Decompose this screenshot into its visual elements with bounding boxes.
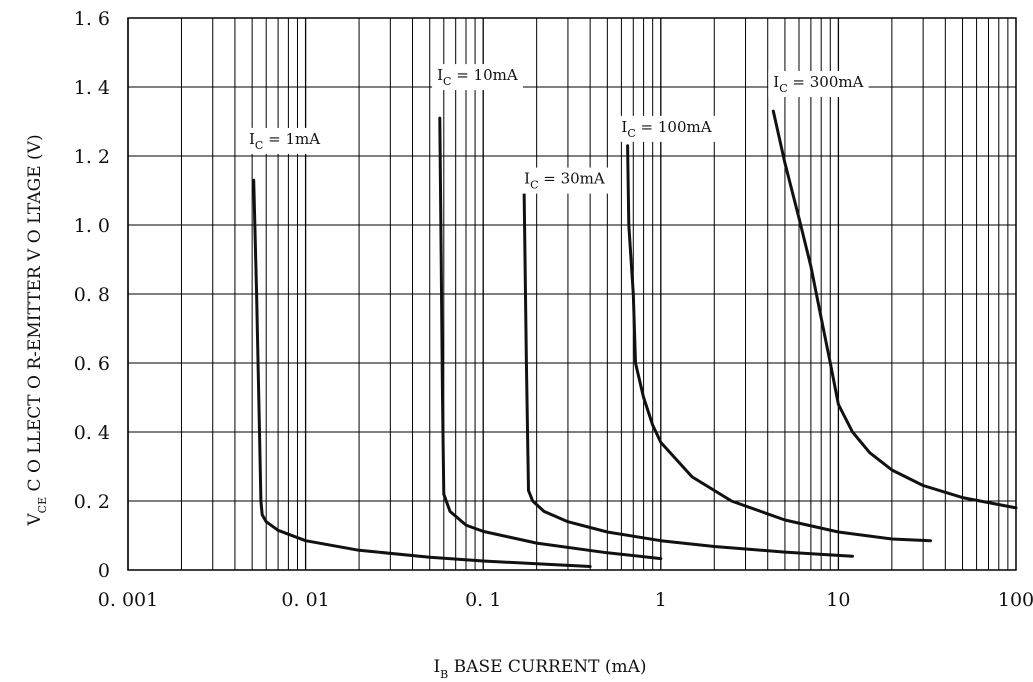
series-line-4	[626, 144, 932, 543]
series-line-5	[771, 109, 1018, 510]
y-tick-label: 1. 4	[74, 77, 110, 99]
y-tick-label: 1. 6	[74, 8, 110, 30]
series-label-3: IC = 30mA	[519, 167, 610, 194]
series-label-text: IC = 100mA	[621, 118, 711, 140]
y-tick-label: 0. 2	[74, 491, 110, 513]
y-tick-label: 0. 8	[74, 284, 110, 306]
x-axis-label: IB BASE CURRENT (mA)	[433, 657, 646, 681]
series-label-text: IC = 1mA	[249, 130, 320, 152]
x-tick-label: 100	[998, 589, 1033, 611]
y-tick-label: 0	[98, 560, 110, 582]
y-axis-label-main: V	[25, 513, 45, 527]
series-label-4: IC = 100mA	[616, 115, 717, 142]
series-line-3	[522, 189, 854, 558]
series-lines	[252, 109, 1018, 568]
series-line-2	[438, 116, 663, 561]
x-axis-label-main: I	[433, 657, 440, 677]
series-line-1	[252, 178, 592, 568]
series-label-5: IC = 300mA	[768, 71, 869, 97]
series-label-2: IC = 10mA	[432, 64, 523, 91]
series-label-1: IC = 1mA	[243, 127, 326, 154]
series-label-text: IC = 10mA	[437, 66, 518, 88]
series-label-bg	[768, 71, 869, 97]
series-label-bg	[616, 115, 717, 142]
y-axis-label-rest: C O LLECT O R-EMITTER V O LTAGE (V)	[25, 134, 45, 496]
x-tick-label: 10	[826, 589, 850, 611]
x-tick-label: 1	[655, 589, 667, 611]
grid	[127, 17, 1017, 571]
series-annotations: IC = 1mA IC = 10mA IC = 30mA IC = 100mA IC =…	[243, 64, 869, 194]
x-tick-label: 0. 01	[281, 589, 329, 611]
tick-labels: 0. 001 0. 01 0. 1 1 10 100 0 0. 2 0. 4 0. 6 0. 8 1.…	[74, 8, 1033, 611]
x-tick-label: 0. 1	[465, 589, 501, 611]
x-tick-label: 0. 001	[98, 589, 158, 611]
series-label-bg	[432, 64, 523, 91]
x-axis-label-sub: B	[440, 668, 448, 681]
series-label-text: IC = 30mA	[524, 170, 605, 192]
series-label-text: IC = 300mA	[773, 73, 863, 95]
series-label-bg	[243, 127, 326, 154]
y-axis-label-sub: CE	[36, 497, 49, 513]
y-tick-label: 1. 0	[74, 215, 110, 237]
series-label-bg	[519, 167, 610, 194]
y-tick-label: 0. 4	[74, 422, 110, 444]
y-axis-label: VCE C O LLECT O R-EMITTER V O LTAGE (V)	[25, 134, 49, 526]
x-axis-label-rest: BASE CURRENT (mA)	[448, 657, 646, 677]
y-tick-label: 1. 2	[74, 146, 110, 168]
y-tick-label: 0. 6	[74, 353, 110, 375]
